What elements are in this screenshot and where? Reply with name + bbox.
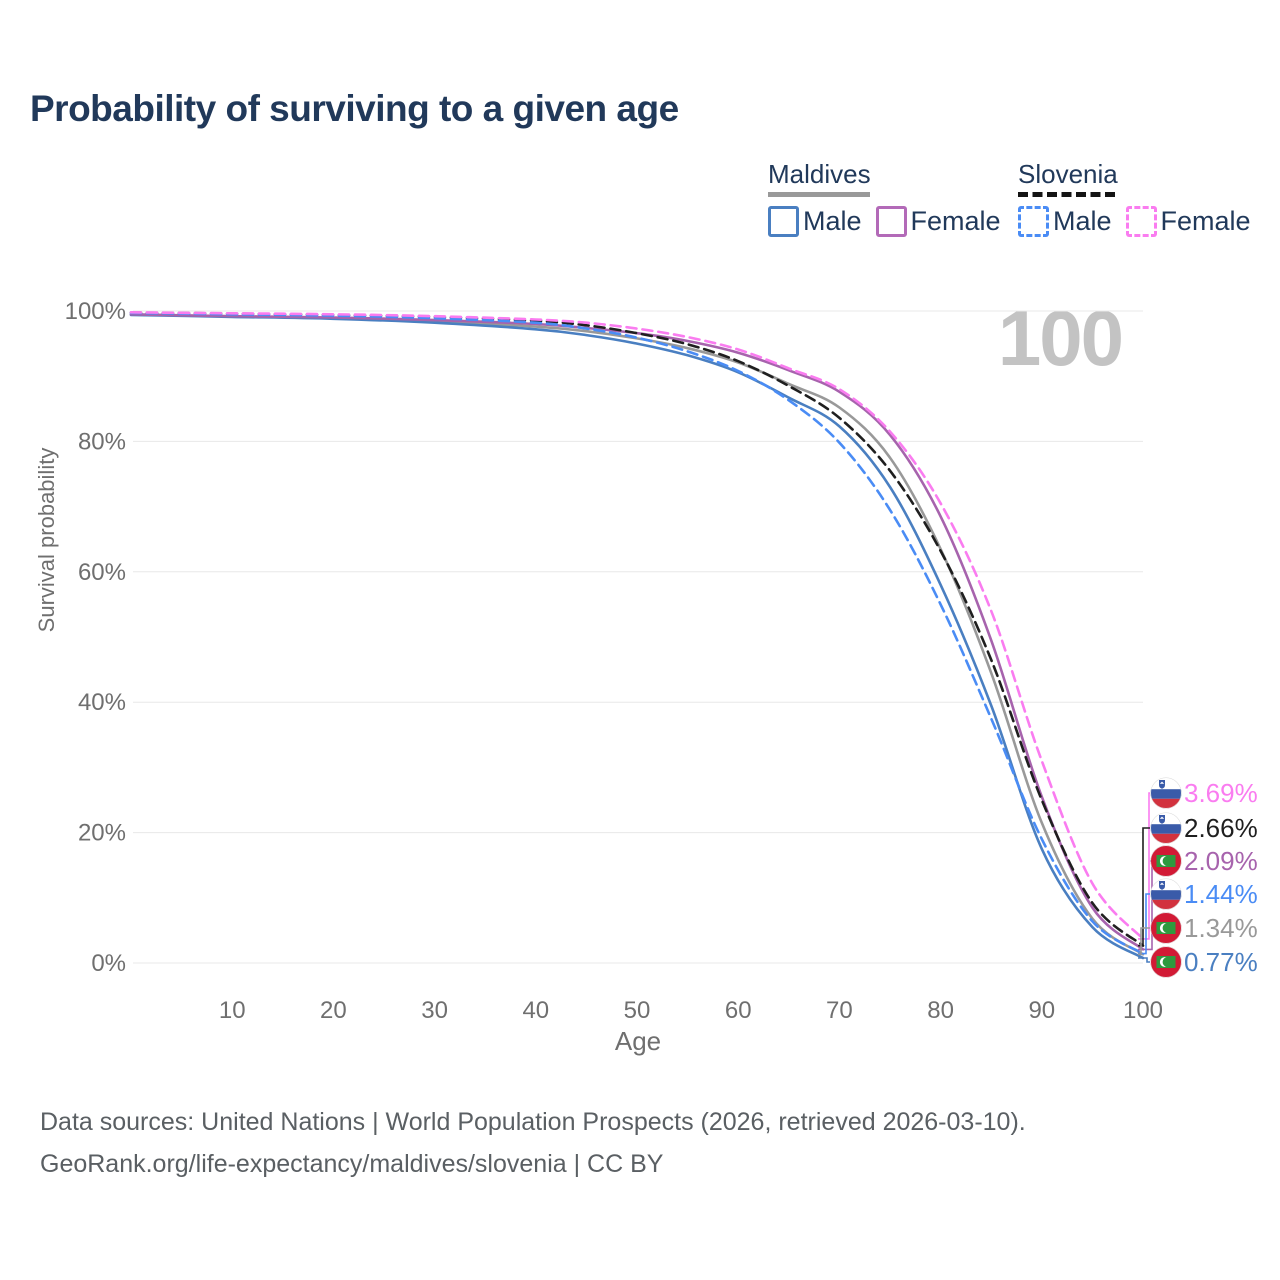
end-value-label: 0.77% xyxy=(1184,947,1258,977)
y-tick-label: 100% xyxy=(65,298,126,325)
slovenia-flag-icon xyxy=(1150,812,1182,844)
legend-item-slovenia-female[interactable]: Female xyxy=(1125,205,1251,237)
end-value-label: 1.44% xyxy=(1184,879,1258,909)
x-tick-label: 40 xyxy=(522,997,549,1024)
y-tick-label: 0% xyxy=(91,950,126,977)
curve-slovenia-female xyxy=(129,311,1145,941)
x-tick-label: 20 xyxy=(320,997,347,1024)
x-tick-label: 70 xyxy=(826,997,853,1024)
y-tick-label: 60% xyxy=(78,559,126,586)
end-value-label: 3.69% xyxy=(1184,778,1258,808)
curve-maldives-overall xyxy=(129,313,1145,956)
legend-item-slovenia-male[interactable]: Male xyxy=(1018,205,1112,237)
maldives-flag-icon xyxy=(1150,946,1182,978)
page-title: Probability of surviving to a given age xyxy=(30,88,679,129)
maldives-female-swatch-icon xyxy=(875,205,907,237)
legend-item-label: Female xyxy=(1160,205,1251,236)
slovenia-flag-icon xyxy=(1150,777,1182,809)
curve-slovenia-male xyxy=(129,311,1145,955)
legend-group-maldives: Maldives Male Female xyxy=(768,160,1001,237)
leader-line xyxy=(1138,927,1150,956)
legend-group-slovenia: Slovenia Male Female xyxy=(1018,160,1251,237)
x-axis-title: Age xyxy=(614,1026,662,1056)
leader-line xyxy=(1138,957,1150,963)
slovenia-female-swatch-icon xyxy=(1125,205,1157,237)
end-value-label: 2.66% xyxy=(1184,813,1258,843)
leader-line xyxy=(1138,893,1150,955)
age-indicator-watermark: 100 xyxy=(997,294,1124,382)
legend-item-label: Male xyxy=(1053,205,1112,236)
legend-item-maldives-male[interactable]: Male xyxy=(768,205,862,237)
legend-item-maldives-female[interactable]: Female xyxy=(875,205,1001,237)
legend-item-label: Male xyxy=(803,205,862,236)
end-value-label: 1.34% xyxy=(1184,913,1258,943)
x-tick-label: 80 xyxy=(927,997,954,1024)
y-tick-label: 40% xyxy=(78,689,126,716)
x-tick-label: 30 xyxy=(421,997,448,1024)
slovenia-flag-icon xyxy=(1150,878,1182,910)
legend-line-sample-maldives xyxy=(768,191,870,197)
x-tick-label: 100 xyxy=(1123,997,1163,1024)
maldives-male-swatch-icon xyxy=(768,205,799,237)
curve-maldives-female xyxy=(129,313,1145,951)
legend-country-slovenia: Slovenia xyxy=(1018,159,1118,189)
legend-line-sample-slovenia xyxy=(1018,191,1115,197)
leader-line xyxy=(1138,792,1150,940)
curve-maldives-male xyxy=(129,313,1145,960)
y-tick-label: 20% xyxy=(78,820,126,847)
legend-country-maldives: Maldives xyxy=(768,159,871,189)
x-tick-label: 50 xyxy=(624,997,651,1024)
legend-item-label: Female xyxy=(910,205,1001,236)
x-tick-label: 10 xyxy=(219,997,246,1024)
maldives-flag-icon xyxy=(1150,845,1182,877)
attribution-text: GeoRank.org/life-expectancy/maldives/slo… xyxy=(40,1150,664,1178)
x-tick-label: 60 xyxy=(725,997,752,1024)
end-value-label: 2.09% xyxy=(1184,846,1258,876)
maldives-flag-icon xyxy=(1150,912,1182,944)
x-tick-label: 90 xyxy=(1028,997,1055,1024)
curve-slovenia-overall xyxy=(129,311,1145,947)
data-sources-text: Data sources: United Nations | World Pop… xyxy=(40,1108,1026,1136)
y-tick-label: 80% xyxy=(78,428,126,455)
slovenia-male-swatch-icon xyxy=(1018,205,1049,237)
